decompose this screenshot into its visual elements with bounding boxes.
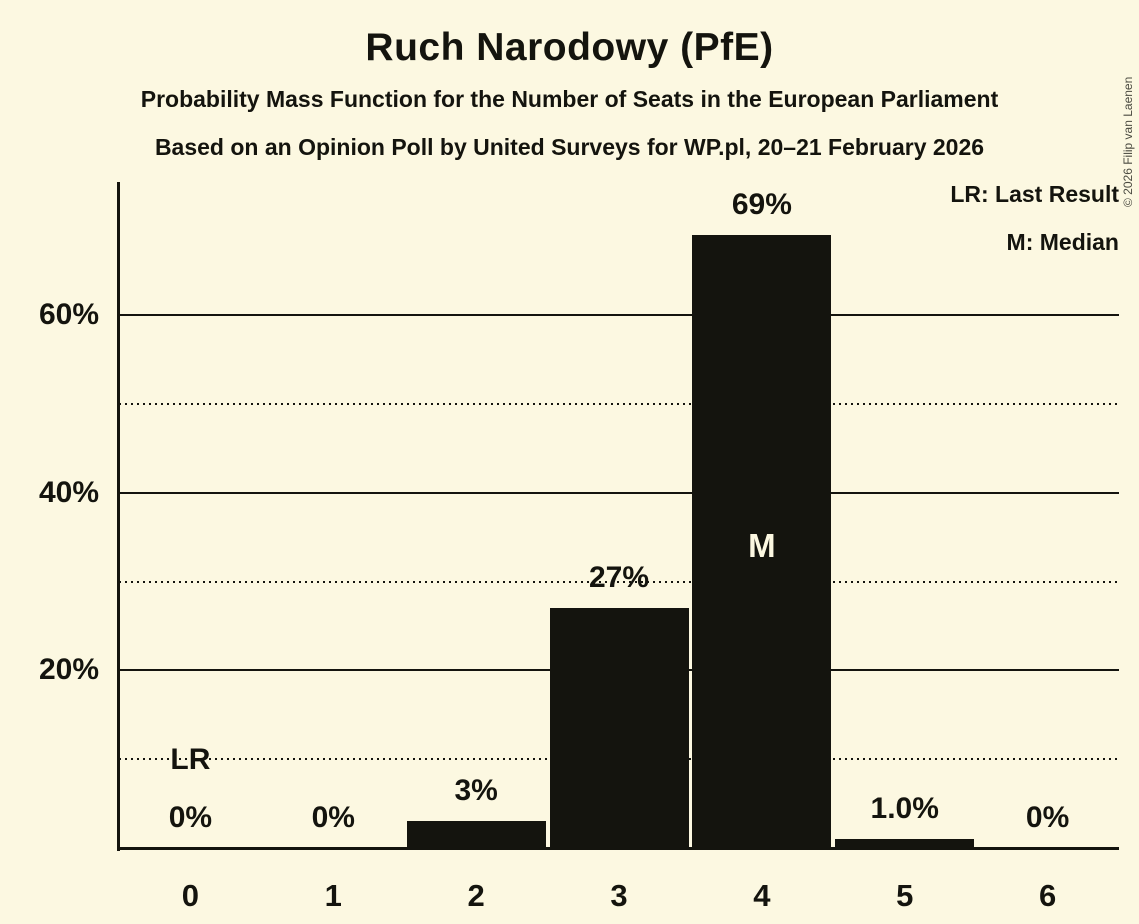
gridline-dotted-30pct	[119, 580, 1119, 583]
bar-seats-3	[549, 608, 689, 848]
bar-value-label-5: 1.0%	[870, 792, 939, 826]
y-axis-tick-20pct: 20%	[38, 653, 99, 687]
bar-value-label-3: 27%	[588, 561, 650, 595]
bar-value-label-2: 3%	[454, 774, 498, 808]
chart-title: Ruch Narodowy (PfE)	[365, 26, 774, 69]
median-marker: M	[748, 527, 776, 564]
gridline-dotted-50pct	[119, 403, 1119, 405]
x-axis-line	[117, 847, 1119, 850]
last-result-marker: LR	[170, 743, 211, 776]
x-axis-tick-6: 6	[1038, 878, 1057, 913]
legend-last-result: LR: Last Result	[950, 181, 1119, 207]
bar-value-label-1: 0%	[311, 801, 355, 834]
gridline-solid-40pct	[119, 491, 1119, 494]
chart-subtitle: Probability Mass Function for the Number…	[140, 86, 999, 112]
y-axis-tick-40pct: 40%	[38, 475, 99, 509]
gridline-solid-60pct	[119, 314, 1119, 317]
legend-median: M: Median	[1006, 229, 1119, 255]
x-axis-tick-4: 4	[753, 878, 771, 913]
chart-source-line: Based on an Opinion Poll by United Surve…	[154, 134, 985, 160]
y-axis-tick-60pct: 60%	[38, 298, 99, 332]
x-axis-tick-0: 0	[181, 878, 200, 913]
bar-seats-5	[835, 839, 975, 848]
x-axis-tick-5: 5	[896, 878, 914, 913]
y-axis-line	[117, 182, 120, 851]
x-axis-tick-3: 3	[610, 878, 628, 913]
bar-value-label-0: 0%	[168, 801, 213, 834]
bar-seats-4	[692, 235, 832, 848]
x-axis-tick-2: 2	[467, 878, 485, 913]
x-axis-tick-1: 1	[324, 878, 342, 913]
bar-value-label-6: 0%	[1025, 801, 1070, 834]
bar-seats-2	[406, 821, 546, 848]
bar-value-label-4: 69%	[731, 188, 792, 222]
